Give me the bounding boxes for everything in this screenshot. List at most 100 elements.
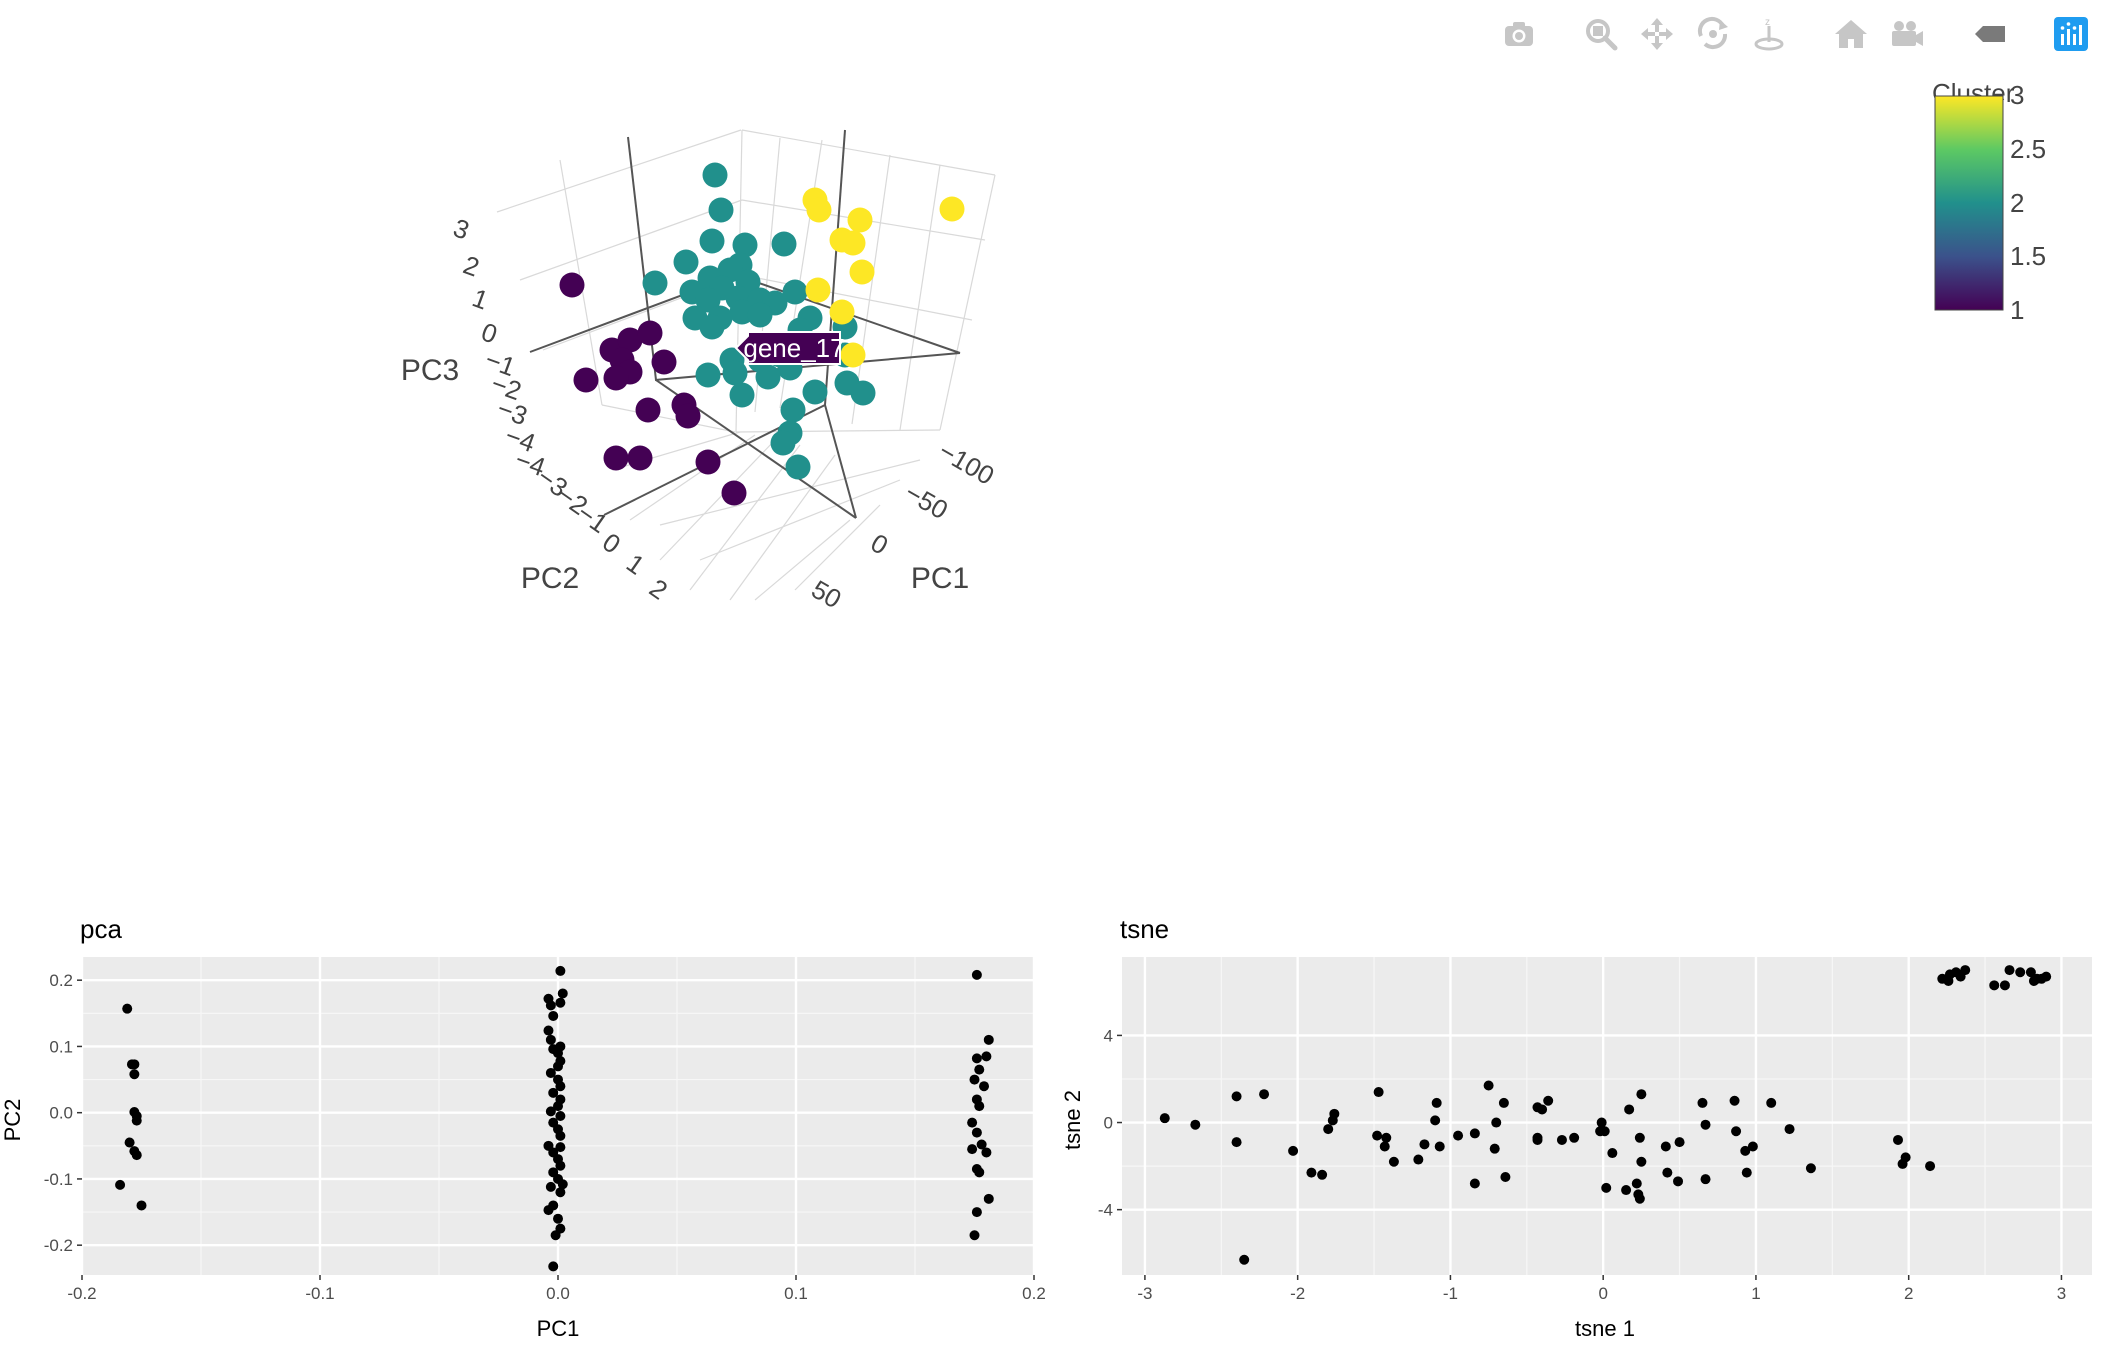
- cluster-2-point[interactable]: [732, 232, 758, 258]
- data-point[interactable]: [1636, 1156, 1647, 1167]
- data-point[interactable]: [122, 1003, 133, 1014]
- data-point[interactable]: [555, 1081, 566, 1092]
- data-point[interactable]: [545, 1034, 556, 1045]
- pan-icon[interactable]: [1635, 12, 1679, 56]
- data-point[interactable]: [543, 1205, 554, 1216]
- data-point[interactable]: [971, 1207, 982, 1218]
- cluster-1-point[interactable]: [635, 397, 661, 423]
- data-point[interactable]: [1489, 1143, 1500, 1154]
- data-point[interactable]: [1784, 1124, 1795, 1135]
- cluster-2-point[interactable]: [785, 454, 811, 480]
- cluster-2-point[interactable]: [642, 270, 668, 296]
- cluster-2-point[interactable]: [755, 364, 781, 390]
- data-point[interactable]: [553, 1061, 563, 1072]
- cluster-3-point[interactable]: [805, 277, 831, 303]
- data-point[interactable]: [983, 1034, 994, 1045]
- cluster-3-point[interactable]: [840, 230, 866, 256]
- data-point[interactable]: [1491, 1117, 1502, 1128]
- data-point[interactable]: [1190, 1119, 1201, 1130]
- cluster-2-point[interactable]: [782, 279, 808, 305]
- data-point[interactable]: [1740, 1145, 1751, 1156]
- data-point[interactable]: [969, 1230, 980, 1241]
- data-point[interactable]: [553, 1101, 563, 1112]
- camera-icon[interactable]: [1497, 12, 1541, 56]
- data-point[interactable]: [971, 1053, 982, 1064]
- data-point[interactable]: [555, 997, 566, 1008]
- data-point[interactable]: [1731, 1126, 1742, 1137]
- data-point[interactable]: [1634, 1193, 1645, 1204]
- data-point[interactable]: [1327, 1115, 1338, 1126]
- cluster-2-point[interactable]: [770, 430, 796, 456]
- data-point[interactable]: [1379, 1141, 1390, 1152]
- data-point[interactable]: [2025, 967, 2036, 978]
- data-point[interactable]: [1596, 1117, 1607, 1128]
- data-point[interactable]: [1621, 1185, 1632, 1196]
- data-point[interactable]: [1634, 1132, 1645, 1143]
- data-point[interactable]: [1532, 1134, 1543, 1145]
- data-point[interactable]: [553, 1213, 563, 1224]
- cluster-1-point[interactable]: [603, 445, 629, 471]
- data-point[interactable]: [1430, 1115, 1441, 1126]
- data-point[interactable]: [136, 1200, 147, 1211]
- data-point[interactable]: [1673, 1176, 1684, 1187]
- data-point[interactable]: [1373, 1087, 1384, 1098]
- data-point[interactable]: [545, 1000, 556, 1011]
- turntable-rotation-icon[interactable]: z: [1747, 12, 1791, 56]
- data-point[interactable]: [1323, 1124, 1334, 1135]
- data-point[interactable]: [1239, 1254, 1250, 1265]
- data-point[interactable]: [1569, 1132, 1580, 1143]
- data-point[interactable]: [555, 1187, 566, 1198]
- data-point[interactable]: [1543, 1095, 1554, 1106]
- data-point[interactable]: [1601, 1182, 1612, 1193]
- data-point[interactable]: [1231, 1091, 1242, 1102]
- data-point[interactable]: [548, 1261, 559, 1272]
- data-point[interactable]: [124, 1137, 135, 1148]
- data-point[interactable]: [545, 1181, 556, 1192]
- data-point[interactable]: [1805, 1163, 1816, 1174]
- data-point[interactable]: [1624, 1104, 1635, 1115]
- data-point[interactable]: [971, 1127, 982, 1138]
- data-point[interactable]: [1500, 1171, 1511, 1182]
- cluster-2-point[interactable]: [729, 382, 755, 408]
- data-point[interactable]: [2015, 967, 2026, 978]
- data-point[interactable]: [1766, 1097, 1777, 1108]
- data-point[interactable]: [1636, 1089, 1647, 1100]
- data-point[interactable]: [131, 1115, 142, 1126]
- data-point[interactable]: [983, 1193, 994, 1204]
- data-point[interactable]: [557, 988, 568, 999]
- data-point[interactable]: [1381, 1132, 1392, 1143]
- cluster-2-point[interactable]: [802, 379, 828, 405]
- data-point[interactable]: [1662, 1167, 1673, 1178]
- data-point[interactable]: [1729, 1095, 1740, 1106]
- video-camera-icon[interactable]: [1885, 12, 1929, 56]
- data-point[interactable]: [967, 1117, 978, 1128]
- cluster-3-point[interactable]: [849, 259, 875, 285]
- data-point[interactable]: [1955, 971, 1966, 982]
- cluster-1-point[interactable]: [617, 327, 643, 353]
- data-point[interactable]: [969, 1074, 980, 1085]
- data-point[interactable]: [979, 1081, 990, 1092]
- cluster-2-point[interactable]: [747, 302, 773, 328]
- data-point[interactable]: [1372, 1130, 1383, 1141]
- cluster-2-point[interactable]: [722, 360, 748, 386]
- data-point[interactable]: [1159, 1113, 1170, 1124]
- data-point[interactable]: [1388, 1156, 1399, 1167]
- data-point[interactable]: [1700, 1119, 1711, 1130]
- data-point[interactable]: [1697, 1097, 1708, 1108]
- cluster-3-point[interactable]: [847, 207, 873, 233]
- data-point[interactable]: [1741, 1167, 1752, 1178]
- data-point[interactable]: [1498, 1097, 1509, 1108]
- data-point[interactable]: [1483, 1080, 1494, 1091]
- data-point[interactable]: [555, 965, 566, 976]
- cluster-1-point[interactable]: [721, 480, 747, 506]
- data-point[interactable]: [553, 1048, 563, 1059]
- data-point[interactable]: [1631, 1178, 1642, 1189]
- pca-3d-scene[interactable]: 3 2 1 0 −1 −2 −3 −4 −4 −3 −2 −1 0 1 2 −1…: [0, 0, 2107, 880]
- cluster-1-point[interactable]: [695, 449, 721, 475]
- data-point[interactable]: [129, 1069, 140, 1080]
- data-point[interactable]: [1556, 1134, 1567, 1145]
- zoom-icon[interactable]: [1579, 12, 1623, 56]
- data-point[interactable]: [974, 1101, 985, 1112]
- data-point[interactable]: [1453, 1130, 1464, 1141]
- data-point[interactable]: [545, 1067, 556, 1078]
